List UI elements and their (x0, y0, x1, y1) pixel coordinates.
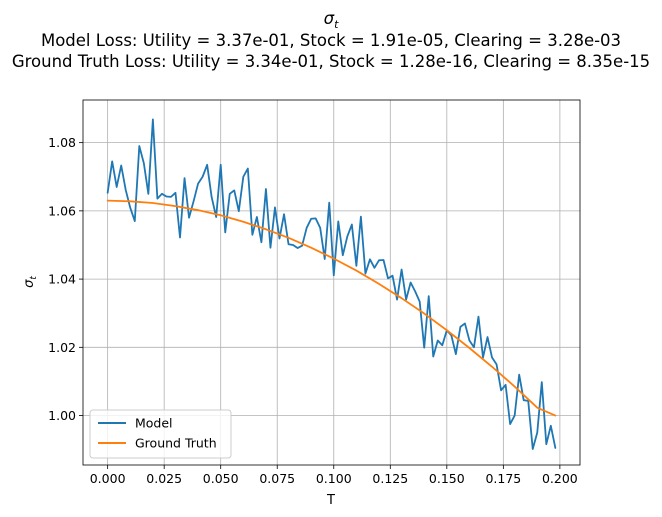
y-tick-label: 1.06 (48, 203, 76, 218)
y-tick-label: 1.00 (48, 408, 76, 423)
x-axis-label: T (326, 493, 335, 508)
y-tick-label: 1.02 (48, 340, 76, 355)
x-tick-label: 0.050 (203, 471, 239, 486)
x-tick-label: 0.150 (429, 471, 465, 486)
x-tick-label: 0.075 (259, 471, 295, 486)
ticks: 0.000 0.025 0.050 0.075 0.100 0.125 0.150 0.175… (48, 135, 578, 486)
legend-label-model: Model (135, 416, 173, 431)
legend-label-ground-truth: Ground Truth (135, 436, 217, 451)
x-tick-label: 0.000 (90, 471, 126, 486)
x-tick-label: 0.100 (316, 471, 352, 486)
legend: Model Ground Truth (89, 409, 232, 459)
chart-subtitle-model-loss: Model Loss: Utility = 3.37e-01, Stock = … (41, 31, 621, 50)
y-tick-label: 1.04 (48, 272, 76, 287)
x-tick-label: 0.175 (485, 471, 521, 486)
x-tick-label: 0.125 (372, 471, 408, 486)
chart-title: σt (324, 9, 339, 31)
x-tick-label: 0.025 (146, 471, 182, 486)
series-layer (106, 118, 557, 450)
y-tick-label: 1.08 (48, 135, 76, 150)
series-line-ground-truth (106, 199, 557, 417)
x-tick-label: 0.200 (542, 471, 578, 486)
plot-frame (82, 99, 581, 466)
y-axis-label: σt (22, 276, 39, 288)
chart-subtitle-ground-truth-loss: Ground Truth Loss: Utility = 3.34e-01, S… (12, 52, 650, 71)
